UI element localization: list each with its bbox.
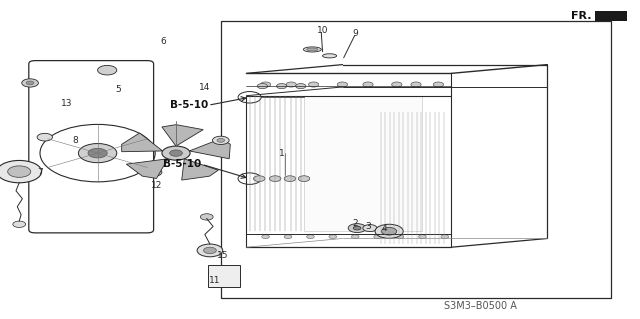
Circle shape [8, 166, 31, 177]
Circle shape [276, 84, 287, 89]
Circle shape [392, 82, 402, 87]
Circle shape [0, 160, 42, 183]
Ellipse shape [323, 54, 337, 58]
Circle shape [26, 81, 34, 85]
Text: 6: 6 [161, 37, 166, 46]
Text: 14: 14 [199, 83, 211, 92]
Text: 3: 3 [365, 222, 371, 231]
Circle shape [78, 144, 116, 163]
Circle shape [286, 82, 296, 87]
Circle shape [262, 235, 269, 239]
Ellipse shape [307, 48, 318, 51]
Circle shape [253, 176, 265, 182]
Circle shape [363, 225, 377, 232]
Circle shape [296, 84, 306, 89]
Circle shape [329, 235, 337, 239]
Circle shape [238, 173, 261, 184]
Text: 13: 13 [61, 99, 73, 108]
Circle shape [260, 82, 271, 87]
Circle shape [348, 224, 366, 233]
Circle shape [212, 136, 229, 145]
Polygon shape [126, 159, 168, 178]
Text: S3M3–B0500 A: S3M3–B0500 A [444, 301, 516, 311]
Circle shape [284, 235, 292, 239]
Text: 10: 10 [317, 26, 329, 35]
Circle shape [145, 168, 162, 176]
Circle shape [411, 82, 421, 87]
Circle shape [308, 82, 319, 87]
Circle shape [204, 247, 216, 254]
Bar [208, 265, 240, 287]
Text: 7: 7 [38, 168, 43, 177]
Circle shape [269, 176, 281, 182]
Polygon shape [122, 133, 163, 152]
Text: 1: 1 [279, 149, 284, 158]
Polygon shape [595, 11, 627, 21]
Text: 5: 5 [116, 85, 121, 94]
Circle shape [375, 224, 403, 238]
Circle shape [13, 221, 26, 227]
Circle shape [200, 214, 213, 220]
Circle shape [433, 82, 444, 87]
Bar [221, 21, 611, 298]
Text: FR.: FR. [572, 11, 592, 21]
Polygon shape [182, 159, 218, 180]
Polygon shape [189, 138, 230, 159]
Circle shape [197, 244, 223, 257]
Text: 9: 9 [353, 29, 358, 38]
Text: B-5-10: B-5-10 [163, 159, 202, 169]
Circle shape [353, 226, 361, 230]
Text: 2: 2 [353, 219, 358, 228]
Circle shape [257, 84, 268, 89]
Circle shape [170, 150, 182, 156]
Circle shape [162, 146, 190, 160]
Ellipse shape [303, 47, 321, 52]
Circle shape [374, 235, 381, 239]
Circle shape [238, 92, 261, 103]
Circle shape [396, 235, 404, 239]
Text: 12: 12 [151, 181, 163, 189]
Circle shape [441, 235, 449, 239]
Circle shape [419, 235, 426, 239]
Circle shape [217, 138, 225, 142]
Circle shape [307, 235, 314, 239]
Circle shape [381, 227, 397, 235]
Circle shape [284, 176, 296, 182]
Circle shape [88, 148, 107, 158]
Circle shape [351, 235, 359, 239]
Circle shape [37, 133, 52, 141]
Text: B-5-10: B-5-10 [170, 100, 208, 110]
Text: 4: 4 [381, 224, 387, 233]
Circle shape [337, 82, 348, 87]
Circle shape [298, 176, 310, 182]
Circle shape [22, 79, 38, 87]
Text: 11: 11 [209, 276, 220, 285]
Circle shape [97, 65, 116, 75]
Circle shape [150, 170, 157, 174]
Text: 15: 15 [217, 251, 228, 260]
Circle shape [363, 82, 373, 87]
Bar [304, 96, 422, 231]
Polygon shape [162, 125, 204, 146]
Text: 8: 8 [73, 136, 78, 145]
